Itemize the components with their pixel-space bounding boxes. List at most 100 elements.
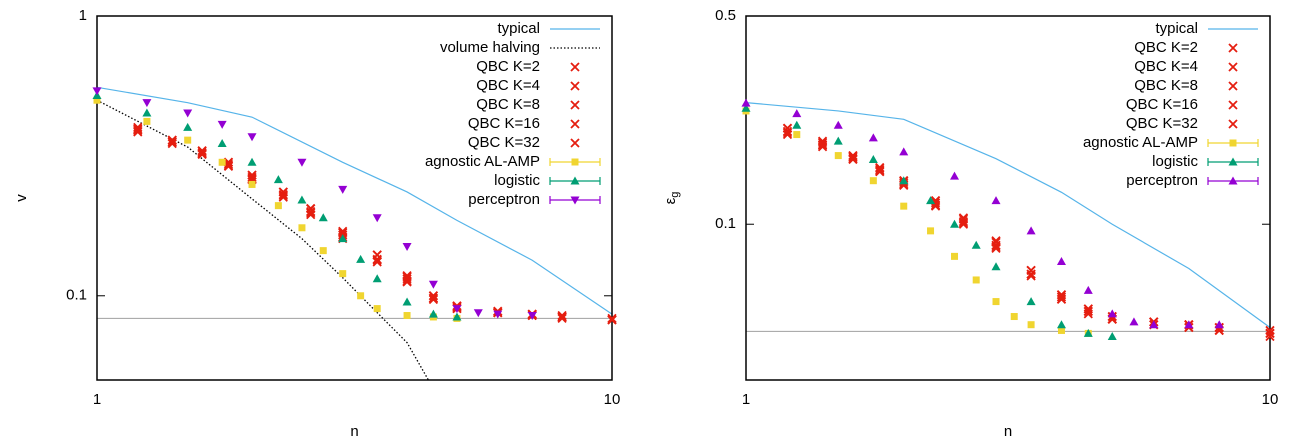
marker <box>357 292 365 300</box>
legend-label: QBC K=2 <box>476 58 540 75</box>
y-tick-label: 0.1 <box>66 287 87 304</box>
panel: 1 10 0.5 0.1 n εg typical QBC K=2 QBC K=4 QBC K=8… <box>662 7 1278 440</box>
marker <box>402 276 412 286</box>
marker <box>1107 331 1117 340</box>
marker <box>197 149 207 159</box>
legend-label: QBC K=32 <box>468 134 540 151</box>
marker <box>142 108 152 117</box>
x-axis-label: n <box>1004 423 1012 440</box>
marker <box>372 257 382 267</box>
marker <box>900 202 908 210</box>
marker <box>950 171 960 180</box>
plot-frame <box>96 15 613 381</box>
series-line <box>745 102 1271 329</box>
marker <box>452 312 462 321</box>
marker <box>570 176 580 185</box>
y-tick-label: 1 <box>79 7 87 24</box>
marker <box>557 313 567 324</box>
marker <box>1010 313 1018 321</box>
marker <box>570 196 580 205</box>
marker <box>197 146 207 156</box>
marker <box>570 81 580 91</box>
legend-label: perceptron <box>1126 172 1198 189</box>
marker <box>297 195 307 204</box>
marker <box>183 109 193 118</box>
marker <box>92 87 102 96</box>
marker <box>428 309 438 318</box>
x-tick-label: 10 <box>1262 391 1279 408</box>
legend-label: QBC K=4 <box>476 77 540 94</box>
marker <box>428 291 439 301</box>
marker <box>930 198 941 208</box>
y-axis-label-text: ε <box>662 197 679 204</box>
marker <box>372 274 382 283</box>
marker <box>927 227 935 235</box>
marker <box>833 136 843 145</box>
marker <box>848 150 858 161</box>
marker <box>278 190 288 201</box>
plot-frame <box>745 15 1271 381</box>
legend-label: QBC K=4 <box>1134 58 1198 75</box>
marker <box>133 125 143 136</box>
marker <box>223 160 234 171</box>
marker <box>571 158 579 166</box>
marker <box>899 147 909 156</box>
legend-label: volume halving <box>440 39 540 56</box>
marker <box>1026 297 1036 306</box>
marker <box>875 163 885 174</box>
marker <box>306 208 316 218</box>
marker <box>1057 326 1065 334</box>
marker <box>950 219 960 228</box>
marker <box>793 131 801 139</box>
series-line <box>96 99 429 381</box>
marker <box>247 172 257 182</box>
marker <box>218 158 226 166</box>
marker <box>273 175 283 184</box>
marker <box>338 185 348 194</box>
marker <box>373 305 381 313</box>
marker <box>356 254 366 263</box>
x-tick-label: 1 <box>93 391 101 408</box>
x-tick-label: 10 <box>604 391 621 408</box>
marker <box>274 202 282 210</box>
marker <box>1083 309 1093 319</box>
marker <box>869 177 877 185</box>
legend-label: perceptron <box>468 191 540 208</box>
marker <box>741 103 751 112</box>
y-axis-label: εg <box>662 192 681 205</box>
marker <box>792 120 802 129</box>
marker <box>991 240 1001 250</box>
marker <box>93 96 101 104</box>
marker <box>557 312 567 322</box>
marker <box>1056 256 1066 265</box>
y-tick-label: 0.5 <box>715 7 736 24</box>
y-axis-label: v <box>13 194 30 202</box>
marker <box>741 98 751 107</box>
marker <box>1026 269 1036 279</box>
marker <box>493 310 503 319</box>
marker <box>848 152 858 162</box>
marker <box>972 276 980 284</box>
marker <box>1228 157 1238 166</box>
marker <box>452 305 462 314</box>
marker <box>1027 321 1035 329</box>
marker <box>1129 317 1139 326</box>
marker <box>403 312 411 320</box>
marker <box>527 312 537 321</box>
marker <box>1184 320 1194 329</box>
marker <box>297 158 307 167</box>
marker <box>899 176 909 185</box>
marker <box>402 297 412 306</box>
legend-label: QBC K=32 <box>1126 115 1198 132</box>
marker <box>143 117 151 125</box>
marker <box>570 138 580 148</box>
marker <box>570 62 580 72</box>
panel: 1 10 1 0.1 n v typical volume halving QBC K=2 QBC… <box>13 7 620 440</box>
marker <box>607 315 617 325</box>
marker <box>817 142 828 152</box>
marker <box>958 218 969 228</box>
marker <box>868 154 878 163</box>
marker <box>992 298 1000 306</box>
legend-label: QBC K=8 <box>476 96 540 113</box>
